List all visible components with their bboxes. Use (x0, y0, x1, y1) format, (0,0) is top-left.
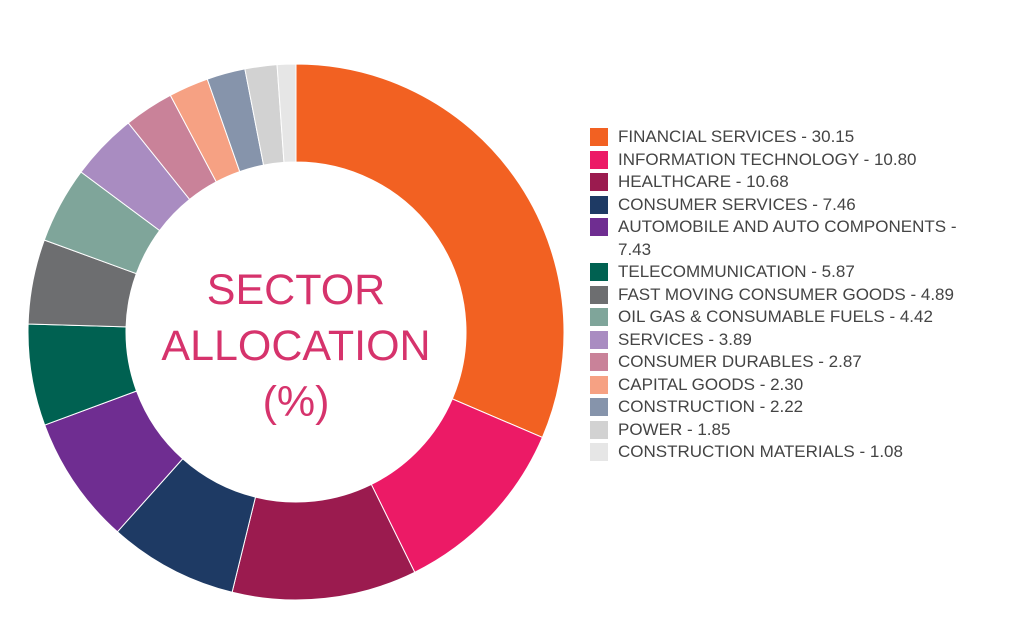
legend-swatch (590, 173, 608, 191)
legend-label: AUTOMOBILE AND AUTO COMPONENTS - 7.43 (618, 217, 957, 259)
legend: FINANCIAL SERVICES - 30.15 INFORMATION TE… (590, 126, 990, 464)
legend-label: CONSUMER DURABLES - 2.87 (618, 352, 862, 371)
donut-slice (295, 63, 565, 439)
legend-swatch (590, 353, 608, 371)
legend-swatch (590, 218, 608, 236)
legend-label: HEALTHCARE - 10.68 (618, 172, 789, 191)
legend-swatch (590, 375, 608, 394)
legend-item: TELECOMMUNICATION - 5.87 (590, 261, 990, 284)
legend-swatch (590, 443, 608, 461)
legend-item: CAPITAL GOODS - 2.30 (590, 374, 990, 397)
legend-item: POWER - 1.85 (590, 419, 990, 442)
legend-label: CONSTRUCTION - 2.22 (618, 397, 804, 416)
legend-item: FINANCIAL SERVICES - 30.15 (590, 126, 990, 149)
legend-swatch (590, 263, 608, 281)
legend-swatch (590, 150, 608, 169)
legend-item: CONSTRUCTION - 2.22 (590, 396, 990, 419)
legend-item: AUTOMOBILE AND AUTO COMPONENTS - 7.43 (590, 216, 990, 261)
legend-item: FAST MOVING CONSUMER GOODS - 4.89 (590, 284, 990, 307)
legend-label: SERVICES - 3.89 (618, 329, 752, 349)
legend-swatch (590, 308, 608, 326)
legend-label: CONSUMER SERVICES - 7.46 (618, 194, 856, 214)
legend-swatch (590, 330, 608, 349)
legend-item: SERVICES - 3.89 (590, 329, 990, 352)
legend-swatch (590, 398, 608, 416)
legend-label: FAST MOVING CONSUMER GOODS - 4.89 (618, 284, 954, 304)
legend-swatch (590, 128, 608, 146)
legend-item: INFORMATION TECHNOLOGY - 10.80 (590, 149, 990, 172)
legend-label: INFORMATION TECHNOLOGY - 10.80 (618, 149, 917, 169)
legend-label: FINANCIAL SERVICES - 30.15 (618, 127, 855, 146)
legend-label: CONSTRUCTION MATERIALS - 1.08 (618, 442, 903, 461)
legend-label: OIL GAS & CONSUMABLE FUELS - 4.42 (618, 307, 933, 326)
chart (27, 63, 565, 601)
legend-swatch (590, 195, 608, 214)
legend-swatch (590, 285, 608, 304)
legend-item: CONSUMER DURABLES - 2.87 (590, 351, 990, 374)
legend-item: HEALTHCARE - 10.68 (590, 171, 990, 194)
legend-label: TELECOMMUNICATION - 5.87 (618, 262, 855, 281)
chart-title: SECTOR ALLOCATION (%) (161, 266, 431, 426)
legend-swatch (590, 420, 608, 439)
legend-label: CAPITAL GOODS - 2.30 (618, 374, 804, 394)
legend-label: POWER - 1.85 (618, 419, 731, 439)
legend-item: CONSTRUCTION MATERIALS - 1.08 (590, 441, 990, 464)
legend-item: OIL GAS & CONSUMABLE FUELS - 4.42 (590, 306, 990, 329)
donut-slice (276, 63, 297, 163)
legend-item: CONSUMER SERVICES - 7.46 (590, 194, 990, 217)
